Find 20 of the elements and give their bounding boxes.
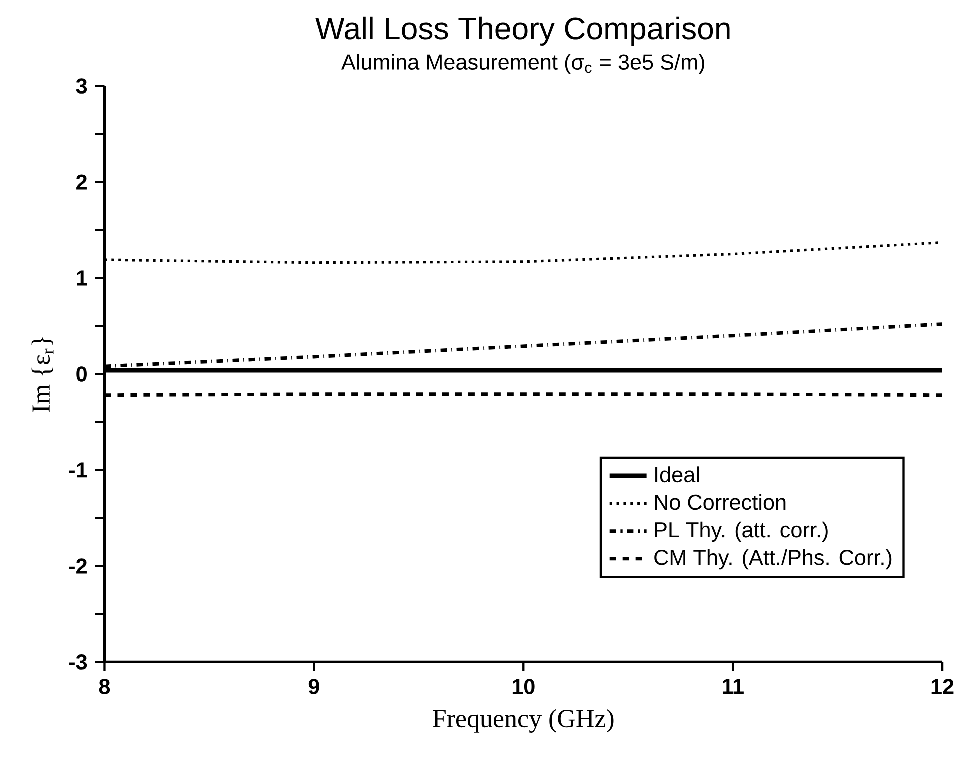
x-tick-label: 11 — [722, 679, 744, 694]
y-tick-label: -2 — [69, 558, 87, 574]
x-tick-label: 9 — [308, 679, 320, 694]
x-tick-label: 12 — [932, 679, 954, 694]
x-tick-label: 10 — [512, 679, 535, 694]
legend-label: No Correction — [655, 494, 786, 510]
chart-title: Wall Loss Theory Comparison — [316, 16, 730, 46]
y-tick-label: 2 — [76, 174, 87, 190]
x-tick-label: 8 — [99, 679, 110, 694]
legend-label: PL Thy. (att. corr.) — [655, 522, 828, 542]
x-axis-title: Frequency (GHz) — [433, 709, 614, 733]
chart-subtitle: Alumina Measurement (σ$_{c}$ = 3e5 S/m) — [341, 54, 704, 74]
y-tick-label: 0 — [76, 366, 87, 382]
y-tick-label: -3 — [69, 654, 88, 670]
legend-label: CM Thy. (Att./Phs. Corr.) — [654, 549, 892, 570]
y-axis-title: Im {ε$_{r}$} — [32, 338, 54, 412]
y-tick-label: 1 — [77, 270, 88, 286]
y-tick-label: 3 — [76, 78, 88, 94]
legend-label: Ideal — [656, 466, 700, 483]
y-tick-label: -1 — [69, 462, 88, 478]
